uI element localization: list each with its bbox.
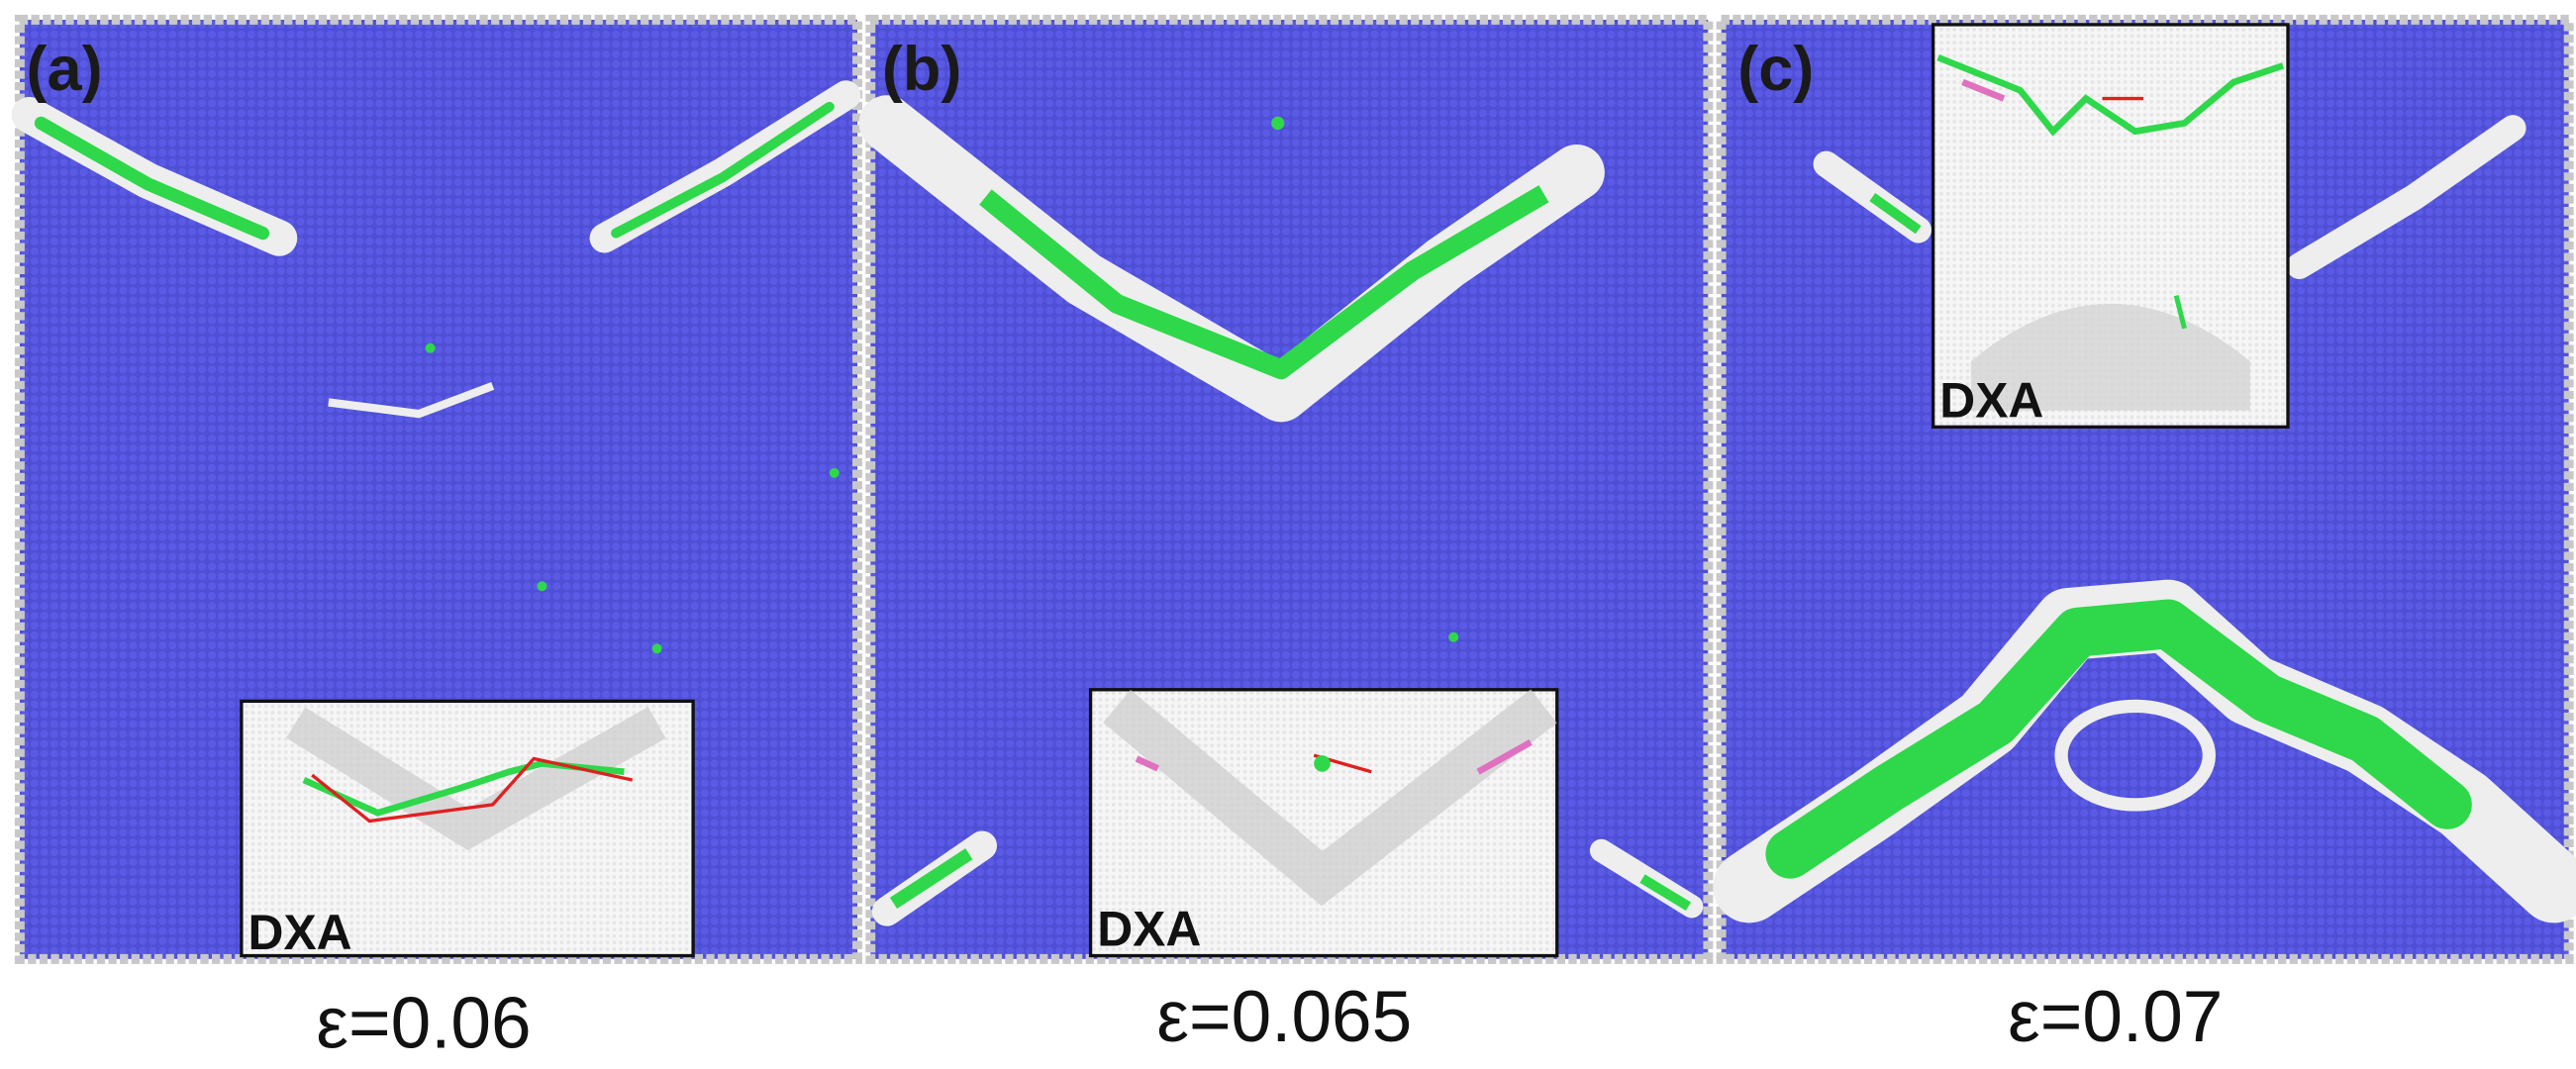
panel-c: DXA (c) [1713, 14, 2576, 964]
inset-label: DXA [1097, 902, 1201, 957]
caption: ε=0.065 [1156, 977, 1412, 1057]
caption: ε=0.06 [316, 983, 531, 1063]
panel-label: (a) [27, 35, 103, 104]
panel-label: (b) [882, 35, 961, 104]
panels: DXA (a) DXA (b) [11, 14, 2576, 1063]
caption: ε=0.07 [2008, 977, 2223, 1057]
inset-label: DXA [248, 905, 352, 960]
panel-a: DXA (a) [11, 14, 862, 964]
panel-b: DXA (b) [858, 14, 1714, 964]
panel-label: (c) [1737, 35, 1814, 104]
inset-label: DXA [1939, 372, 2043, 428]
